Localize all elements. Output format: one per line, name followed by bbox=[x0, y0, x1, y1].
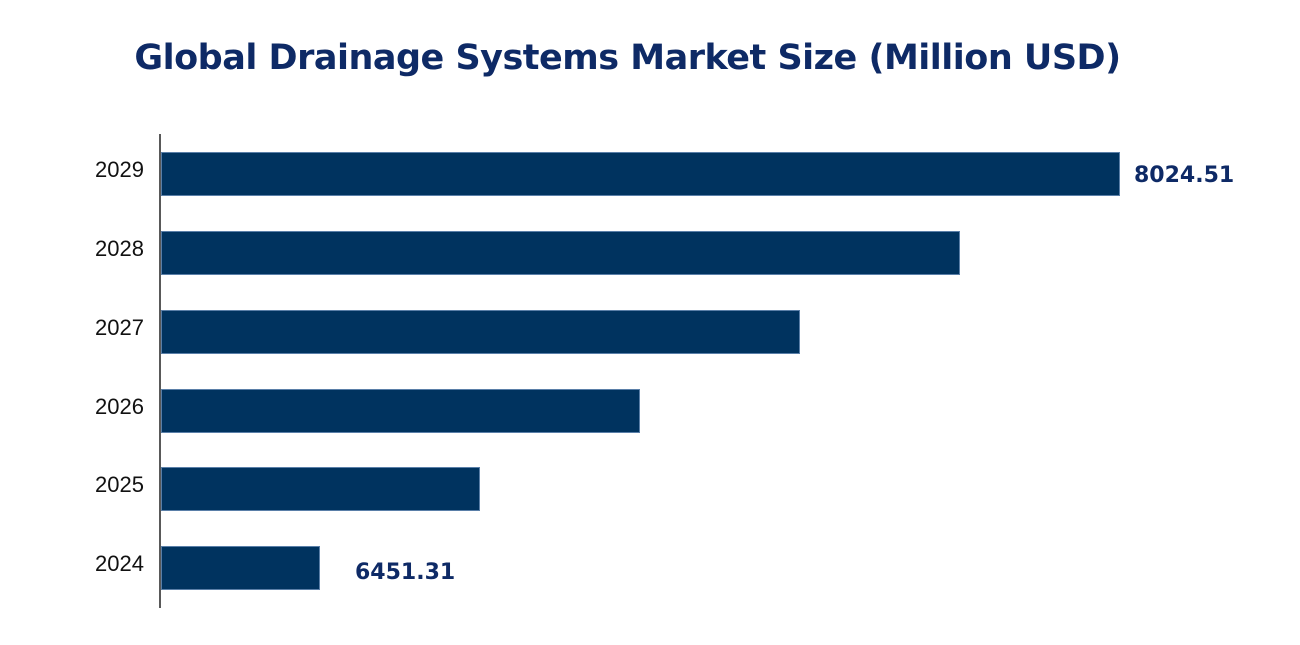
bar-2028 bbox=[161, 231, 960, 275]
bar-2026 bbox=[161, 389, 640, 433]
y-tick-label: 2025 bbox=[95, 472, 144, 497]
y-tick-label: 2026 bbox=[95, 394, 144, 419]
data-label-2029: 8024.51 bbox=[1134, 163, 1235, 188]
bar-2029 bbox=[161, 152, 1120, 196]
y-tick-label: 2027 bbox=[95, 315, 144, 340]
bar-2025 bbox=[161, 467, 480, 511]
y-tick-label: 2028 bbox=[95, 236, 144, 261]
y-axis-line bbox=[159, 134, 161, 608]
chart-title: Global Drainage Systems Market Size (Mil… bbox=[134, 38, 1121, 78]
y-tick-label: 2024 bbox=[95, 551, 144, 576]
data-label-2024: 6451.31 bbox=[355, 560, 456, 585]
bar-2027 bbox=[161, 310, 800, 354]
bar-2024 bbox=[161, 546, 320, 590]
y-tick-label: 2029 bbox=[95, 157, 144, 182]
